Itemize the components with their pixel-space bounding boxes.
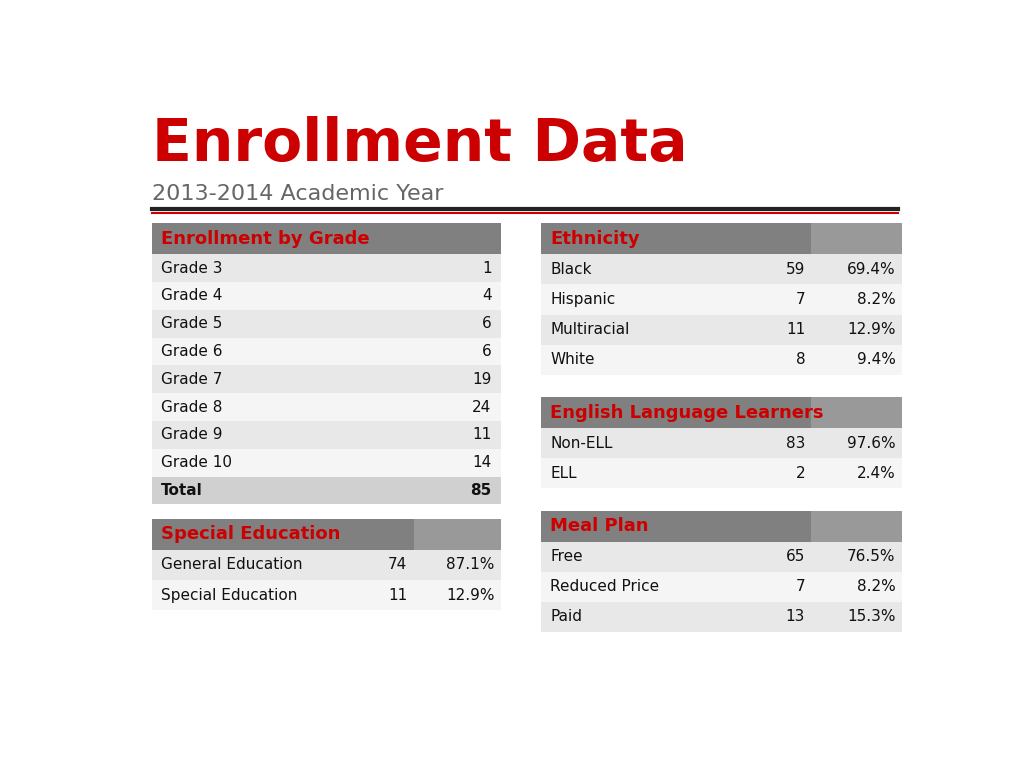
- FancyBboxPatch shape: [541, 223, 811, 254]
- Text: Grade 8: Grade 8: [162, 399, 222, 415]
- Text: English Language Learners: English Language Learners: [550, 404, 823, 422]
- Text: 7: 7: [796, 292, 805, 307]
- Text: 2013-2014 Academic Year: 2013-2014 Academic Year: [152, 184, 443, 204]
- FancyBboxPatch shape: [152, 366, 501, 393]
- FancyBboxPatch shape: [152, 310, 501, 338]
- Text: 83: 83: [785, 435, 805, 451]
- Text: Non-ELL: Non-ELL: [550, 435, 612, 451]
- Text: Ethnicity: Ethnicity: [550, 230, 640, 248]
- FancyBboxPatch shape: [541, 345, 902, 375]
- Text: 7: 7: [796, 579, 805, 594]
- FancyBboxPatch shape: [541, 315, 902, 345]
- Text: 13: 13: [785, 610, 805, 624]
- Text: Hispanic: Hispanic: [550, 292, 615, 307]
- Text: 65: 65: [785, 549, 805, 564]
- Text: 11: 11: [388, 588, 408, 603]
- FancyBboxPatch shape: [152, 254, 501, 282]
- Text: 87.1%: 87.1%: [446, 558, 495, 572]
- Text: 74: 74: [388, 558, 408, 572]
- FancyBboxPatch shape: [152, 449, 501, 477]
- FancyBboxPatch shape: [541, 254, 902, 284]
- Text: Enrollment by Grade: Enrollment by Grade: [162, 230, 370, 248]
- FancyBboxPatch shape: [152, 550, 501, 580]
- FancyBboxPatch shape: [811, 397, 902, 428]
- Text: 14: 14: [472, 455, 492, 470]
- Text: 6: 6: [481, 344, 492, 359]
- Text: 15.3%: 15.3%: [847, 610, 895, 624]
- Text: Grade 6: Grade 6: [162, 344, 223, 359]
- Text: 11: 11: [472, 427, 492, 442]
- Text: 69.4%: 69.4%: [847, 262, 895, 276]
- Text: White: White: [550, 353, 595, 367]
- Text: Grade 5: Grade 5: [162, 316, 222, 331]
- FancyBboxPatch shape: [152, 338, 501, 366]
- Text: 8.2%: 8.2%: [857, 292, 895, 307]
- FancyBboxPatch shape: [152, 580, 501, 611]
- FancyBboxPatch shape: [152, 421, 501, 449]
- Text: 59: 59: [785, 262, 805, 276]
- FancyBboxPatch shape: [541, 458, 902, 488]
- FancyBboxPatch shape: [152, 223, 501, 254]
- Text: 24: 24: [472, 399, 492, 415]
- FancyBboxPatch shape: [152, 519, 414, 550]
- Text: 12.9%: 12.9%: [446, 588, 495, 603]
- Text: Paid: Paid: [550, 610, 583, 624]
- Text: 9.4%: 9.4%: [856, 353, 895, 367]
- Text: Free: Free: [550, 549, 583, 564]
- Text: 76.5%: 76.5%: [847, 549, 895, 564]
- Text: 1: 1: [482, 260, 492, 276]
- Text: 6: 6: [481, 316, 492, 331]
- Text: 8.2%: 8.2%: [857, 579, 895, 594]
- Text: 12.9%: 12.9%: [847, 322, 895, 337]
- FancyBboxPatch shape: [152, 477, 501, 505]
- Text: Reduced Price: Reduced Price: [550, 579, 659, 594]
- Text: 97.6%: 97.6%: [847, 435, 895, 451]
- Text: Multiracial: Multiracial: [550, 322, 630, 337]
- FancyBboxPatch shape: [541, 397, 811, 428]
- FancyBboxPatch shape: [811, 223, 902, 254]
- FancyBboxPatch shape: [811, 511, 902, 541]
- FancyBboxPatch shape: [414, 519, 501, 550]
- Text: ELL: ELL: [550, 465, 577, 481]
- FancyBboxPatch shape: [152, 393, 501, 421]
- Text: 2: 2: [796, 465, 805, 481]
- Text: Grade 9: Grade 9: [162, 427, 223, 442]
- Text: 8: 8: [796, 353, 805, 367]
- FancyBboxPatch shape: [541, 284, 902, 315]
- Text: Total: Total: [162, 483, 203, 498]
- Text: Enrollment Data: Enrollment Data: [152, 116, 687, 173]
- Text: Black: Black: [550, 262, 592, 276]
- Text: Grade 4: Grade 4: [162, 288, 222, 303]
- Text: Meal Plan: Meal Plan: [550, 517, 648, 535]
- FancyBboxPatch shape: [541, 428, 902, 458]
- FancyBboxPatch shape: [541, 541, 902, 571]
- Text: 2.4%: 2.4%: [857, 465, 895, 481]
- Text: Special Education: Special Education: [162, 588, 298, 603]
- Text: Grade 10: Grade 10: [162, 455, 232, 470]
- Text: Grade 3: Grade 3: [162, 260, 223, 276]
- FancyBboxPatch shape: [541, 511, 811, 541]
- FancyBboxPatch shape: [541, 602, 902, 632]
- Text: Grade 7: Grade 7: [162, 372, 222, 387]
- Text: General Education: General Education: [162, 558, 303, 572]
- Text: 19: 19: [472, 372, 492, 387]
- Text: 4: 4: [482, 288, 492, 303]
- FancyBboxPatch shape: [541, 571, 902, 602]
- Text: 11: 11: [785, 322, 805, 337]
- Text: 85: 85: [470, 483, 492, 498]
- Text: Special Education: Special Education: [162, 525, 341, 544]
- FancyBboxPatch shape: [152, 282, 501, 310]
